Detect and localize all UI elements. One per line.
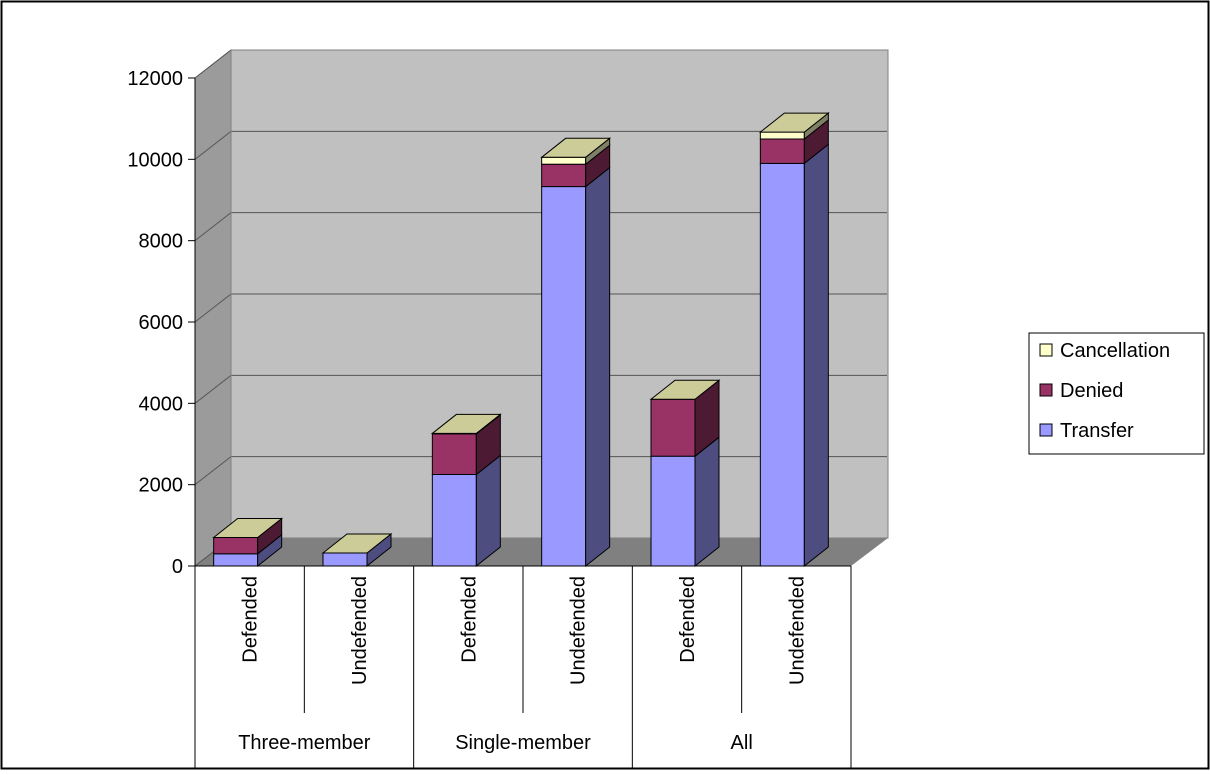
bar-single-member-undefended (542, 138, 610, 566)
x-category-label: Undefended (568, 576, 590, 685)
legend-label-denied: Denied (1060, 380, 1123, 402)
bar-segment-transfer-front (323, 553, 367, 566)
bar-all-defended (651, 380, 719, 566)
x-group-label: All (731, 732, 753, 754)
bar-segment-cancellation-front (760, 132, 804, 139)
x-group-label: Single-member (455, 732, 591, 754)
legend-swatch-cancellation (1040, 344, 1052, 356)
bar-segment-denied-front (651, 399, 695, 456)
legend-swatch-transfer (1040, 424, 1052, 436)
y-tick-label: 0 (172, 556, 183, 578)
bar-segment-transfer-side (586, 168, 610, 566)
bar-segment-transfer-side (804, 144, 828, 566)
x-category-label: Defended (677, 576, 699, 663)
bar-all-undefended (760, 113, 828, 566)
bar-segment-transfer-front (432, 475, 476, 567)
y-tick-label: 10000 (127, 149, 183, 171)
bar-single-member-defended (432, 414, 500, 566)
x-category-label: Defended (240, 576, 262, 663)
y-tick-label: 4000 (139, 393, 184, 415)
bar-segment-transfer-front (214, 554, 258, 566)
bar-segment-denied-front (214, 538, 258, 554)
bar-segment-transfer-front (651, 456, 695, 566)
y-tick-label: 2000 (139, 475, 184, 497)
legend-label-cancellation: Cancellation (1060, 340, 1170, 362)
y-tick-label: 8000 (139, 231, 184, 253)
x-category-label: Undefended (349, 576, 371, 685)
bar-segment-denied-front (542, 164, 586, 186)
y-tick-label: 6000 (139, 312, 184, 334)
bar-segment-transfer-side (695, 437, 719, 566)
bar-segment-transfer-front (760, 163, 804, 566)
bar-segment-cancellation-front (542, 157, 586, 164)
x-category-label: Undefended (786, 576, 808, 685)
legend-swatch-denied (1040, 384, 1052, 396)
x-group-label: Three-member (238, 732, 371, 754)
bar-segment-transfer-front (542, 187, 586, 566)
legend: Cancellation Denied Transfer (1029, 333, 1204, 454)
bar-segment-denied-front (432, 434, 476, 475)
legend-label-transfer: Transfer (1060, 420, 1134, 442)
bar-segment-denied-front (760, 139, 804, 163)
x-category-label: Defended (458, 576, 480, 663)
y-tick-label: 12000 (127, 68, 183, 90)
